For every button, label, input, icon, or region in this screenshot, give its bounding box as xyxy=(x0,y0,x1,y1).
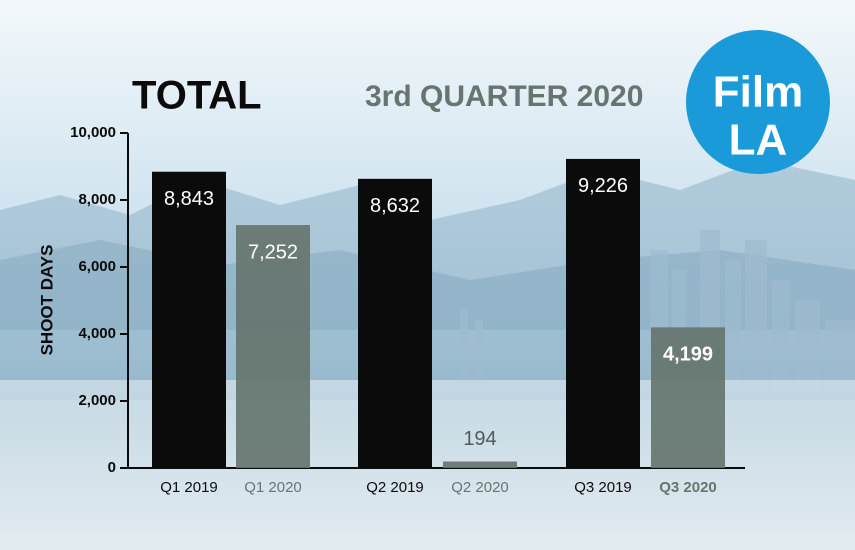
bar xyxy=(236,225,310,468)
x-tick-label: Q2 2020 xyxy=(451,479,509,496)
value-label: 8,843 xyxy=(164,188,214,210)
chart-subtitle: 3rd QUARTER 2020 xyxy=(365,80,643,113)
value-label: 8,632 xyxy=(370,195,420,217)
bar xyxy=(358,178,432,468)
x-tick-label: Q3 2019 xyxy=(574,479,632,496)
value-label: 9,226 xyxy=(578,175,628,197)
x-tick-label: Q1 2020 xyxy=(244,479,302,496)
y-tick-label: 2,000 xyxy=(78,392,116,409)
value-label: 194 xyxy=(463,428,496,450)
y-axis-label: SHOOT DAYS xyxy=(37,245,56,356)
logo xyxy=(686,30,830,174)
x-tick-label: Q1 2019 xyxy=(160,479,218,496)
chart-title: TOTAL xyxy=(132,74,262,118)
x-tick-label: Q2 2019 xyxy=(366,479,424,496)
logo-text: Film xyxy=(713,68,803,117)
value-label: 4,199 xyxy=(663,344,713,366)
logo-text: LA xyxy=(729,116,788,165)
bar xyxy=(566,158,640,468)
y-tick-label: 8,000 xyxy=(78,191,116,208)
y-tick-label: 6,000 xyxy=(78,258,116,275)
bar xyxy=(443,461,517,468)
y-tick-label: 10,000 xyxy=(70,124,116,141)
bar xyxy=(651,327,725,468)
x-tick-label: Q3 2020 xyxy=(659,479,717,496)
y-tick-label: 4,000 xyxy=(78,325,116,342)
value-label: 7,252 xyxy=(248,241,298,263)
bar xyxy=(152,171,226,468)
y-tick-label: 0 xyxy=(108,459,116,476)
